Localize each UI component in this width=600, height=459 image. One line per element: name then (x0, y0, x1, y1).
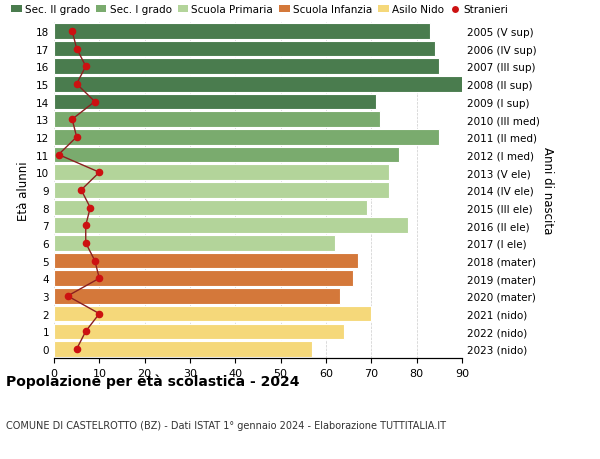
Bar (54, 324, 344, 339)
Point (63, 293, 73, 300)
Bar (54, 271, 353, 286)
Bar (54, 235, 335, 251)
Point (95, 169, 104, 177)
Y-axis label: Anni di nascita: Anni di nascita (541, 147, 554, 234)
Bar (54, 218, 407, 234)
Point (72, 134, 82, 141)
Bar (54, 42, 435, 57)
Point (90, 99, 100, 106)
Bar (54, 112, 380, 128)
Point (81, 328, 91, 335)
Bar (54, 77, 467, 92)
Point (95, 275, 104, 282)
Bar (54, 253, 358, 269)
Bar (54, 59, 439, 75)
Point (81, 63, 91, 71)
Point (72, 81, 82, 88)
Bar (54, 341, 313, 357)
Legend: Sec. II grado, Sec. I grado, Scuola Primaria, Scuola Infanzia, Asilo Nido, Stran: Sec. II grado, Sec. I grado, Scuola Prim… (11, 5, 509, 15)
Bar (54, 95, 376, 110)
Bar (54, 183, 389, 198)
Point (81, 240, 91, 247)
Bar (54, 306, 371, 322)
Point (67, 116, 77, 123)
Bar (54, 165, 389, 180)
Point (95, 310, 104, 318)
Point (76, 187, 86, 194)
Text: COMUNE DI CASTELROTTO (BZ) - Dati ISTAT 1° gennaio 2024 - Elaborazione TUTTITALI: COMUNE DI CASTELROTTO (BZ) - Dati ISTAT … (6, 420, 446, 430)
Point (67, 28, 77, 35)
Point (81, 222, 91, 230)
Bar (54, 147, 398, 163)
Bar (54, 201, 367, 216)
Point (72, 346, 82, 353)
Bar (54, 24, 430, 39)
Point (90, 257, 100, 265)
Text: Popolazione per età scolastica - 2024: Popolazione per età scolastica - 2024 (6, 374, 299, 389)
Point (72, 46, 82, 53)
Bar (54, 130, 439, 146)
Point (54, 151, 64, 159)
Point (85, 204, 95, 212)
Y-axis label: Età alunni: Età alunni (17, 161, 31, 220)
Bar (54, 289, 340, 304)
